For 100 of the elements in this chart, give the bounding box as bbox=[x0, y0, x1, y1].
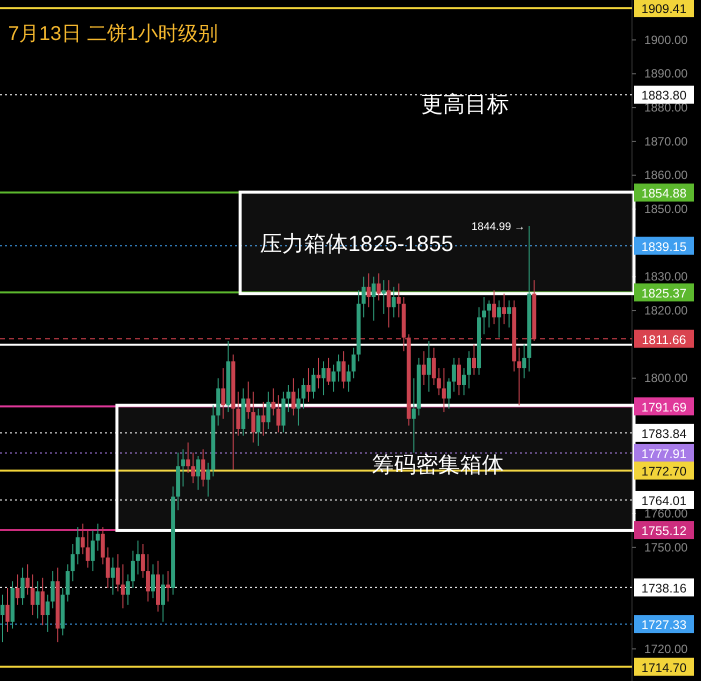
candlestick bbox=[50, 570, 55, 609]
candlestick bbox=[96, 523, 100, 552]
candlestick bbox=[432, 347, 436, 386]
candlestick bbox=[146, 554, 150, 602]
candlestick bbox=[36, 580, 40, 619]
y-tick-label: 1750.00 bbox=[644, 540, 688, 554]
candlestick bbox=[6, 587, 10, 632]
ref-line-label: 1738.16 bbox=[641, 581, 687, 596]
candlestick bbox=[140, 543, 145, 578]
candlestick bbox=[100, 526, 105, 565]
candlestick bbox=[20, 567, 25, 606]
candlestick bbox=[301, 378, 306, 410]
text: 7月13日 二饼1小时级别 bbox=[8, 23, 218, 45]
ref-line-label: 1764.01 bbox=[641, 494, 687, 508]
candlestick bbox=[452, 357, 456, 392]
candlestick bbox=[26, 564, 30, 596]
candlestick bbox=[136, 540, 140, 575]
candlestick bbox=[271, 388, 276, 416]
candlestick bbox=[261, 401, 266, 436]
candlestick bbox=[466, 350, 471, 389]
candlestick bbox=[70, 543, 75, 582]
band-label: 压力箱体1825-1855 bbox=[260, 231, 454, 256]
y-tick-label: 1900.00 bbox=[644, 32, 688, 47]
candlestick bbox=[196, 456, 200, 490]
candlestick bbox=[492, 290, 496, 325]
candlestick bbox=[181, 448, 186, 487]
ref-line-label: 1772.70 bbox=[641, 464, 687, 479]
candlestick bbox=[422, 350, 426, 386]
candlestick bbox=[291, 378, 296, 416]
candlestick bbox=[342, 350, 346, 389]
candlestick bbox=[446, 378, 451, 410]
candlestick bbox=[517, 347, 522, 406]
candlestick bbox=[336, 354, 341, 382]
ref-line-label: 1839.15 bbox=[641, 240, 687, 254]
y-tick-label: 1820.00 bbox=[644, 304, 688, 318]
candlestick bbox=[442, 368, 446, 413]
candlestick bbox=[266, 391, 270, 430]
candlestick bbox=[352, 347, 356, 379]
candlestick bbox=[366, 272, 371, 308]
y-tick-label: 1870.00 bbox=[644, 134, 688, 148]
candlestick bbox=[251, 391, 256, 443]
candlestick bbox=[206, 462, 210, 498]
ref-line-label: 1727.33 bbox=[641, 618, 687, 632]
candlestick bbox=[507, 300, 512, 328]
candlestick bbox=[372, 276, 376, 322]
candlestick bbox=[497, 300, 502, 338]
ref-line-label: 1791.69 bbox=[641, 400, 687, 414]
candlestick bbox=[116, 554, 120, 592]
ref-line-label: 1714.70 bbox=[641, 660, 687, 675]
candlestick bbox=[46, 594, 50, 632]
candlestick bbox=[456, 357, 461, 396]
ref-line-label: 1777.91 bbox=[641, 446, 687, 461]
candlestick bbox=[90, 530, 95, 572]
candlestick bbox=[76, 526, 80, 565]
candlestick bbox=[30, 574, 35, 616]
candlestick bbox=[221, 368, 226, 420]
candlestick bbox=[306, 368, 310, 402]
y-tick-label: 1880.00 bbox=[644, 100, 688, 115]
candlestick bbox=[166, 570, 170, 602]
ref-line-label: 1811.66 bbox=[642, 332, 686, 347]
candlestick bbox=[296, 388, 300, 426]
y-tick-label: 1860.00 bbox=[644, 168, 688, 182]
candlestick bbox=[396, 282, 401, 318]
candlestick bbox=[126, 574, 130, 606]
candlestick bbox=[150, 564, 155, 599]
candlestick bbox=[376, 272, 381, 301]
candlestick bbox=[186, 442, 190, 474]
candlestick bbox=[311, 368, 316, 400]
ref-line-label: 1854.88 bbox=[641, 186, 687, 201]
candlestick bbox=[332, 364, 336, 392]
y-tick-label: 1760.00 bbox=[644, 506, 688, 521]
candlestick bbox=[426, 340, 431, 392]
candlestick bbox=[120, 564, 125, 609]
candlestick bbox=[246, 381, 250, 420]
candlestick bbox=[482, 296, 486, 335]
candlestick bbox=[502, 293, 506, 325]
ref-line-label: 1825.37 bbox=[641, 286, 687, 300]
candlestick bbox=[110, 557, 115, 596]
candlestick bbox=[326, 357, 331, 386]
candlestick bbox=[256, 408, 260, 446]
candlestick bbox=[487, 300, 492, 328]
candlestick bbox=[236, 391, 240, 436]
candlestick bbox=[80, 523, 85, 555]
candlestick bbox=[201, 448, 206, 487]
candlestick bbox=[362, 276, 366, 318]
candlestick bbox=[286, 384, 290, 413]
candlestick bbox=[472, 344, 476, 376]
candlestick bbox=[66, 564, 70, 602]
candlestick bbox=[412, 378, 416, 454]
candlestick bbox=[436, 368, 441, 396]
ref-line-label: 1883.80 bbox=[641, 88, 687, 103]
candlestick bbox=[106, 546, 110, 588]
y-tick-label: 1830.00 bbox=[644, 270, 688, 284]
candlestick bbox=[462, 368, 466, 396]
annotation: 1844.99 → bbox=[471, 221, 526, 234]
candlestick bbox=[522, 344, 526, 379]
candlestick bbox=[40, 577, 45, 626]
candlestick bbox=[0, 594, 5, 643]
ref-line-label: 1755.12 bbox=[641, 524, 687, 538]
candlestick bbox=[276, 394, 280, 433]
